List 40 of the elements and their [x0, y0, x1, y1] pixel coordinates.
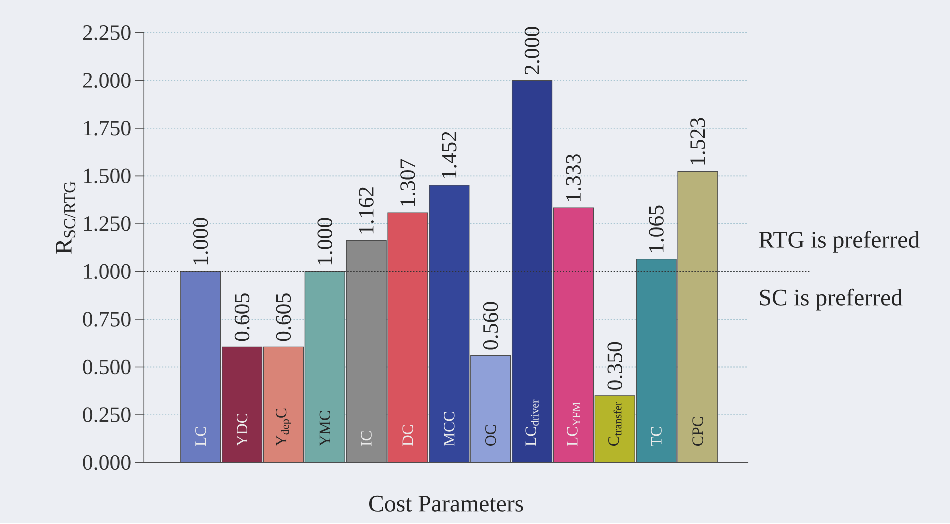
x-tick-label: TC [651, 427, 662, 447]
x-tick-label: LC$_{YFM}$ [567, 402, 580, 446]
x-tick-label: LC [196, 427, 206, 446]
data-label: 1.065 [649, 206, 664, 252]
x-tick-label: IC [361, 432, 372, 446]
x-tick-label: CPC [692, 418, 704, 446]
x-tick-label: LC$_{driver}$ [526, 400, 539, 446]
data-label: 1.000 [318, 218, 333, 265]
data-label: 0.605 [276, 294, 292, 342]
y-tick-label: 0.000 [83, 456, 131, 470]
data-label: 1.452 [442, 132, 457, 178]
x-tick-label: Y$_{dep}$C [276, 409, 292, 447]
data-label: 1.523 [690, 118, 706, 165]
x-tick-label: C$_{transfer}$ [608, 402, 622, 446]
data-label: 0.350 [608, 342, 623, 390]
text: SC is preferred [760, 289, 903, 311]
x-tick-label: DC [402, 426, 414, 446]
x-tick-label: YMC [320, 411, 330, 447]
y-tick-label: 1.500 [84, 168, 131, 184]
y-tick-label: 1.750 [84, 121, 131, 136]
data-label: 1.307 [400, 160, 416, 206]
data-label: 2.000 [524, 27, 540, 75]
y-tick-label: 0.500 [83, 360, 131, 375]
x-tick-label: MCC [444, 412, 455, 446]
y-tick-label: 1.000 [84, 264, 131, 280]
y-tick-label: 0.250 [83, 408, 131, 423]
data-label: 0.560 [483, 302, 498, 350]
x-tick-label: YDC [236, 414, 248, 447]
data-label: 1.162 [359, 188, 374, 234]
y-tick-label: 0.750 [83, 312, 131, 328]
y-tick-label: 2.250 [83, 26, 131, 41]
data-label: 1.000 [193, 218, 208, 265]
y-axis-title: R$_{SC/RTG}$ [56, 182, 76, 254]
x-tick-label: OC [486, 426, 496, 446]
y-tick-label: 2.000 [83, 73, 131, 88]
ref-line-label: RTG is preferred [759, 231, 920, 254]
y-tick-label: 1.250 [84, 216, 131, 232]
data-label: 1.333 [566, 154, 582, 202]
x-axis-title: Cost Parameters [369, 496, 524, 512]
data-label: 0.605 [234, 294, 250, 342]
